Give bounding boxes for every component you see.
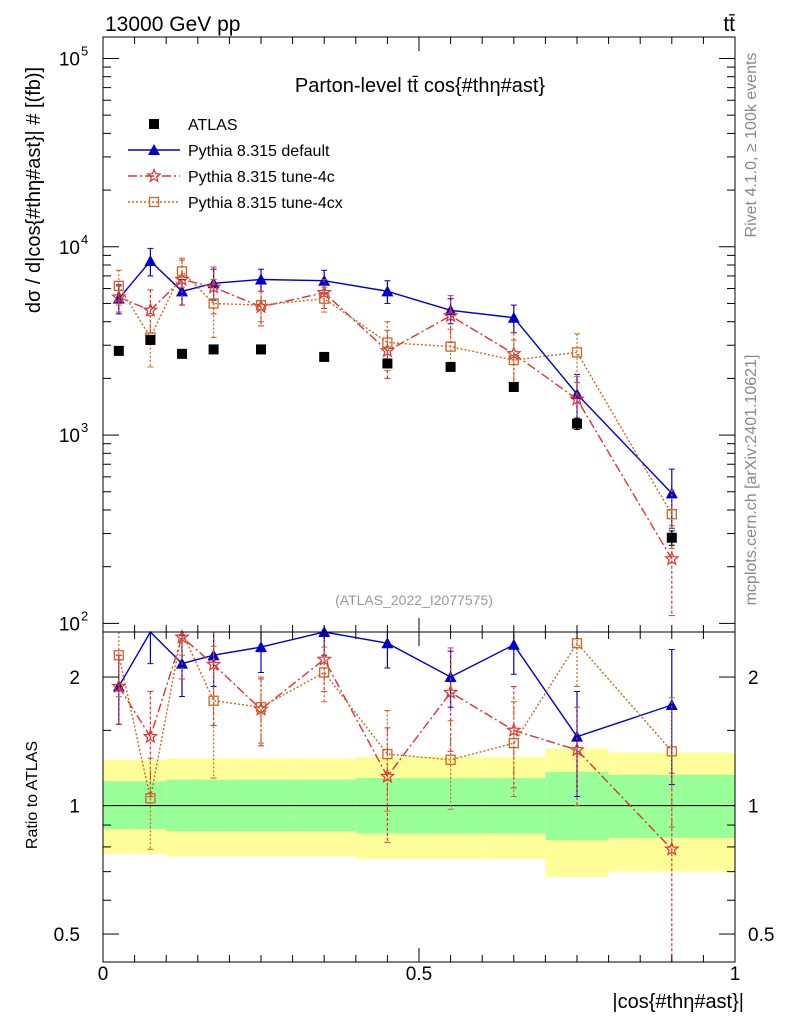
main-series-0-point [666, 532, 677, 543]
x-tick-label: 0 [98, 964, 109, 985]
ratio-series-1-point [255, 641, 267, 653]
main-series-0-point [572, 418, 582, 429]
legend-label: Pythia 8.315 default [188, 143, 330, 160]
main-y-axis-label: dσ / d|cos{#thη#ast}| # [(fb)] [23, 67, 45, 313]
main-y-tick-label: 10 [59, 426, 80, 447]
ratio-y-tick-label-left: 0.5 [54, 925, 80, 946]
main-series-0-point [445, 361, 456, 372]
legend-entry: Pythia 8.315 tune-4cx [128, 195, 343, 212]
ratio-series-1-point [444, 671, 457, 683]
ratio-y-tick-label-right: 0.5 [748, 925, 774, 946]
analysis-watermark: (ATLAS_2022_I2077575) [335, 592, 493, 608]
main-series-1-line [118, 259, 673, 494]
ratio-series-3-point [445, 754, 456, 765]
ratio-y-axis-label: Ratio to ATLAS [24, 741, 41, 849]
energy-label: 13000 GeV pp [105, 13, 240, 36]
ratio-series-3-point [145, 793, 156, 804]
mcplots-label: mcplots.cern.ch [arXiv:2401.10621] [743, 355, 760, 606]
main-series-0-point [256, 344, 266, 355]
ratio-panel: 0.5 0.5 1 1 2 2 0 0.5 1 Ratio to ATLAS |cos{#thη#a… [24, 626, 774, 1013]
legend-marker [148, 144, 160, 155]
main-series-1-point [381, 285, 394, 297]
x-tick-label: 1 [730, 964, 741, 985]
ratio-series-3-point [382, 748, 393, 760]
legend-marker [149, 119, 159, 129]
legend-entry: Pythia 8.315 default [128, 143, 330, 160]
main-series-3-point [113, 280, 124, 292]
main-series-2-point [379, 342, 396, 358]
main-series-3-point [319, 293, 330, 304]
main-y-tick-exponent: 3 [81, 420, 88, 435]
main-series-2-point [569, 390, 585, 406]
legend-entry: Pythia 8.315 tune-4c [128, 167, 335, 186]
x-axis-label: |cos{#thη#ast}| [612, 991, 744, 1013]
main-series-1-point [507, 311, 520, 323]
main-series-0-point [177, 348, 187, 359]
main-y-tick-exponent: 5 [81, 43, 88, 58]
main-series-2-point [664, 550, 680, 566]
ratio-series-1-point [665, 698, 678, 710]
main-series-0-point [508, 382, 519, 393]
main-series-0-point [113, 345, 124, 356]
main-series-1-point [665, 487, 678, 499]
legend-entry: ATLAS [149, 117, 238, 134]
ratio-series-2-point [664, 840, 680, 856]
main-series-0-point [145, 334, 156, 345]
ratio-series-2-point [442, 684, 459, 700]
main-series-3-point [445, 341, 456, 352]
main-series-2-line [118, 278, 673, 560]
chart-title: Parton-level tt̄ cos{#thη#ast} [295, 75, 545, 97]
legend-marker [146, 167, 162, 183]
main-y-tick-label: 10 [59, 49, 80, 70]
main-series-3-point [508, 354, 519, 366]
main-series-0-point [319, 351, 330, 362]
main-series-1-point [144, 255, 157, 267]
rivet-version-label: Rivet 4.1.0, ≥ 100k events [743, 53, 760, 238]
ratio-series-2-point [316, 651, 332, 666]
ratio-series-3-point [508, 738, 519, 749]
process-label: tt̄ [723, 13, 735, 36]
main-series-3-point [208, 298, 219, 309]
ratio-series-1-point [381, 637, 394, 649]
ratio-series-1-line [118, 630, 673, 738]
ratio-series-2-point [569, 741, 585, 757]
legend-label: Pythia 8.315 tune-4cx [188, 195, 343, 212]
x-tick-label: 0.5 [406, 964, 432, 985]
ratio-series-3-point [666, 746, 677, 757]
ratio-y-tick-label-left: 2 [69, 668, 80, 689]
main-series-0-point [208, 344, 219, 355]
main-series-3-point [255, 299, 267, 311]
ratio-series-3-point [208, 695, 219, 706]
legend-label: Pythia 8.315 tune-4c [188, 169, 335, 186]
main-series-3-point [176, 266, 188, 277]
ratio-series-3-point [255, 702, 267, 713]
ratio-series-1-point [571, 730, 583, 742]
ratio-series-1-point [507, 638, 520, 650]
main-series-3-point [666, 509, 677, 520]
main-series-0-point [382, 358, 393, 369]
ratio-y-tick-label-right: 1 [748, 797, 759, 818]
main-series-1-point [255, 273, 267, 285]
main-y-tick-label: 10 [59, 614, 80, 635]
legend-marker [148, 196, 160, 208]
main-series-2-point [142, 302, 159, 317]
ratio-series-3-point [113, 650, 124, 661]
ratio-series-2-line [118, 635, 673, 850]
ratio-series-3-point [319, 667, 330, 678]
main-y-tick-exponent: 4 [81, 232, 88, 247]
main-series-3-point [571, 347, 583, 358]
main-series-3-point [382, 337, 393, 348]
ratio-y-tick-label-left: 1 [69, 797, 80, 818]
main-series-3-line [118, 270, 673, 515]
main-series-2-point [205, 279, 222, 294]
main-series-2-point [442, 307, 459, 323]
ratio-series-2-point [506, 722, 522, 737]
main-y-tick-exponent: 2 [81, 608, 88, 623]
legend-label: ATLAS [188, 117, 238, 134]
ratio-y-tick-label-right: 2 [748, 668, 759, 689]
main-y-tick-label: 10 [59, 238, 80, 259]
ratio-series-2-point [142, 728, 159, 744]
